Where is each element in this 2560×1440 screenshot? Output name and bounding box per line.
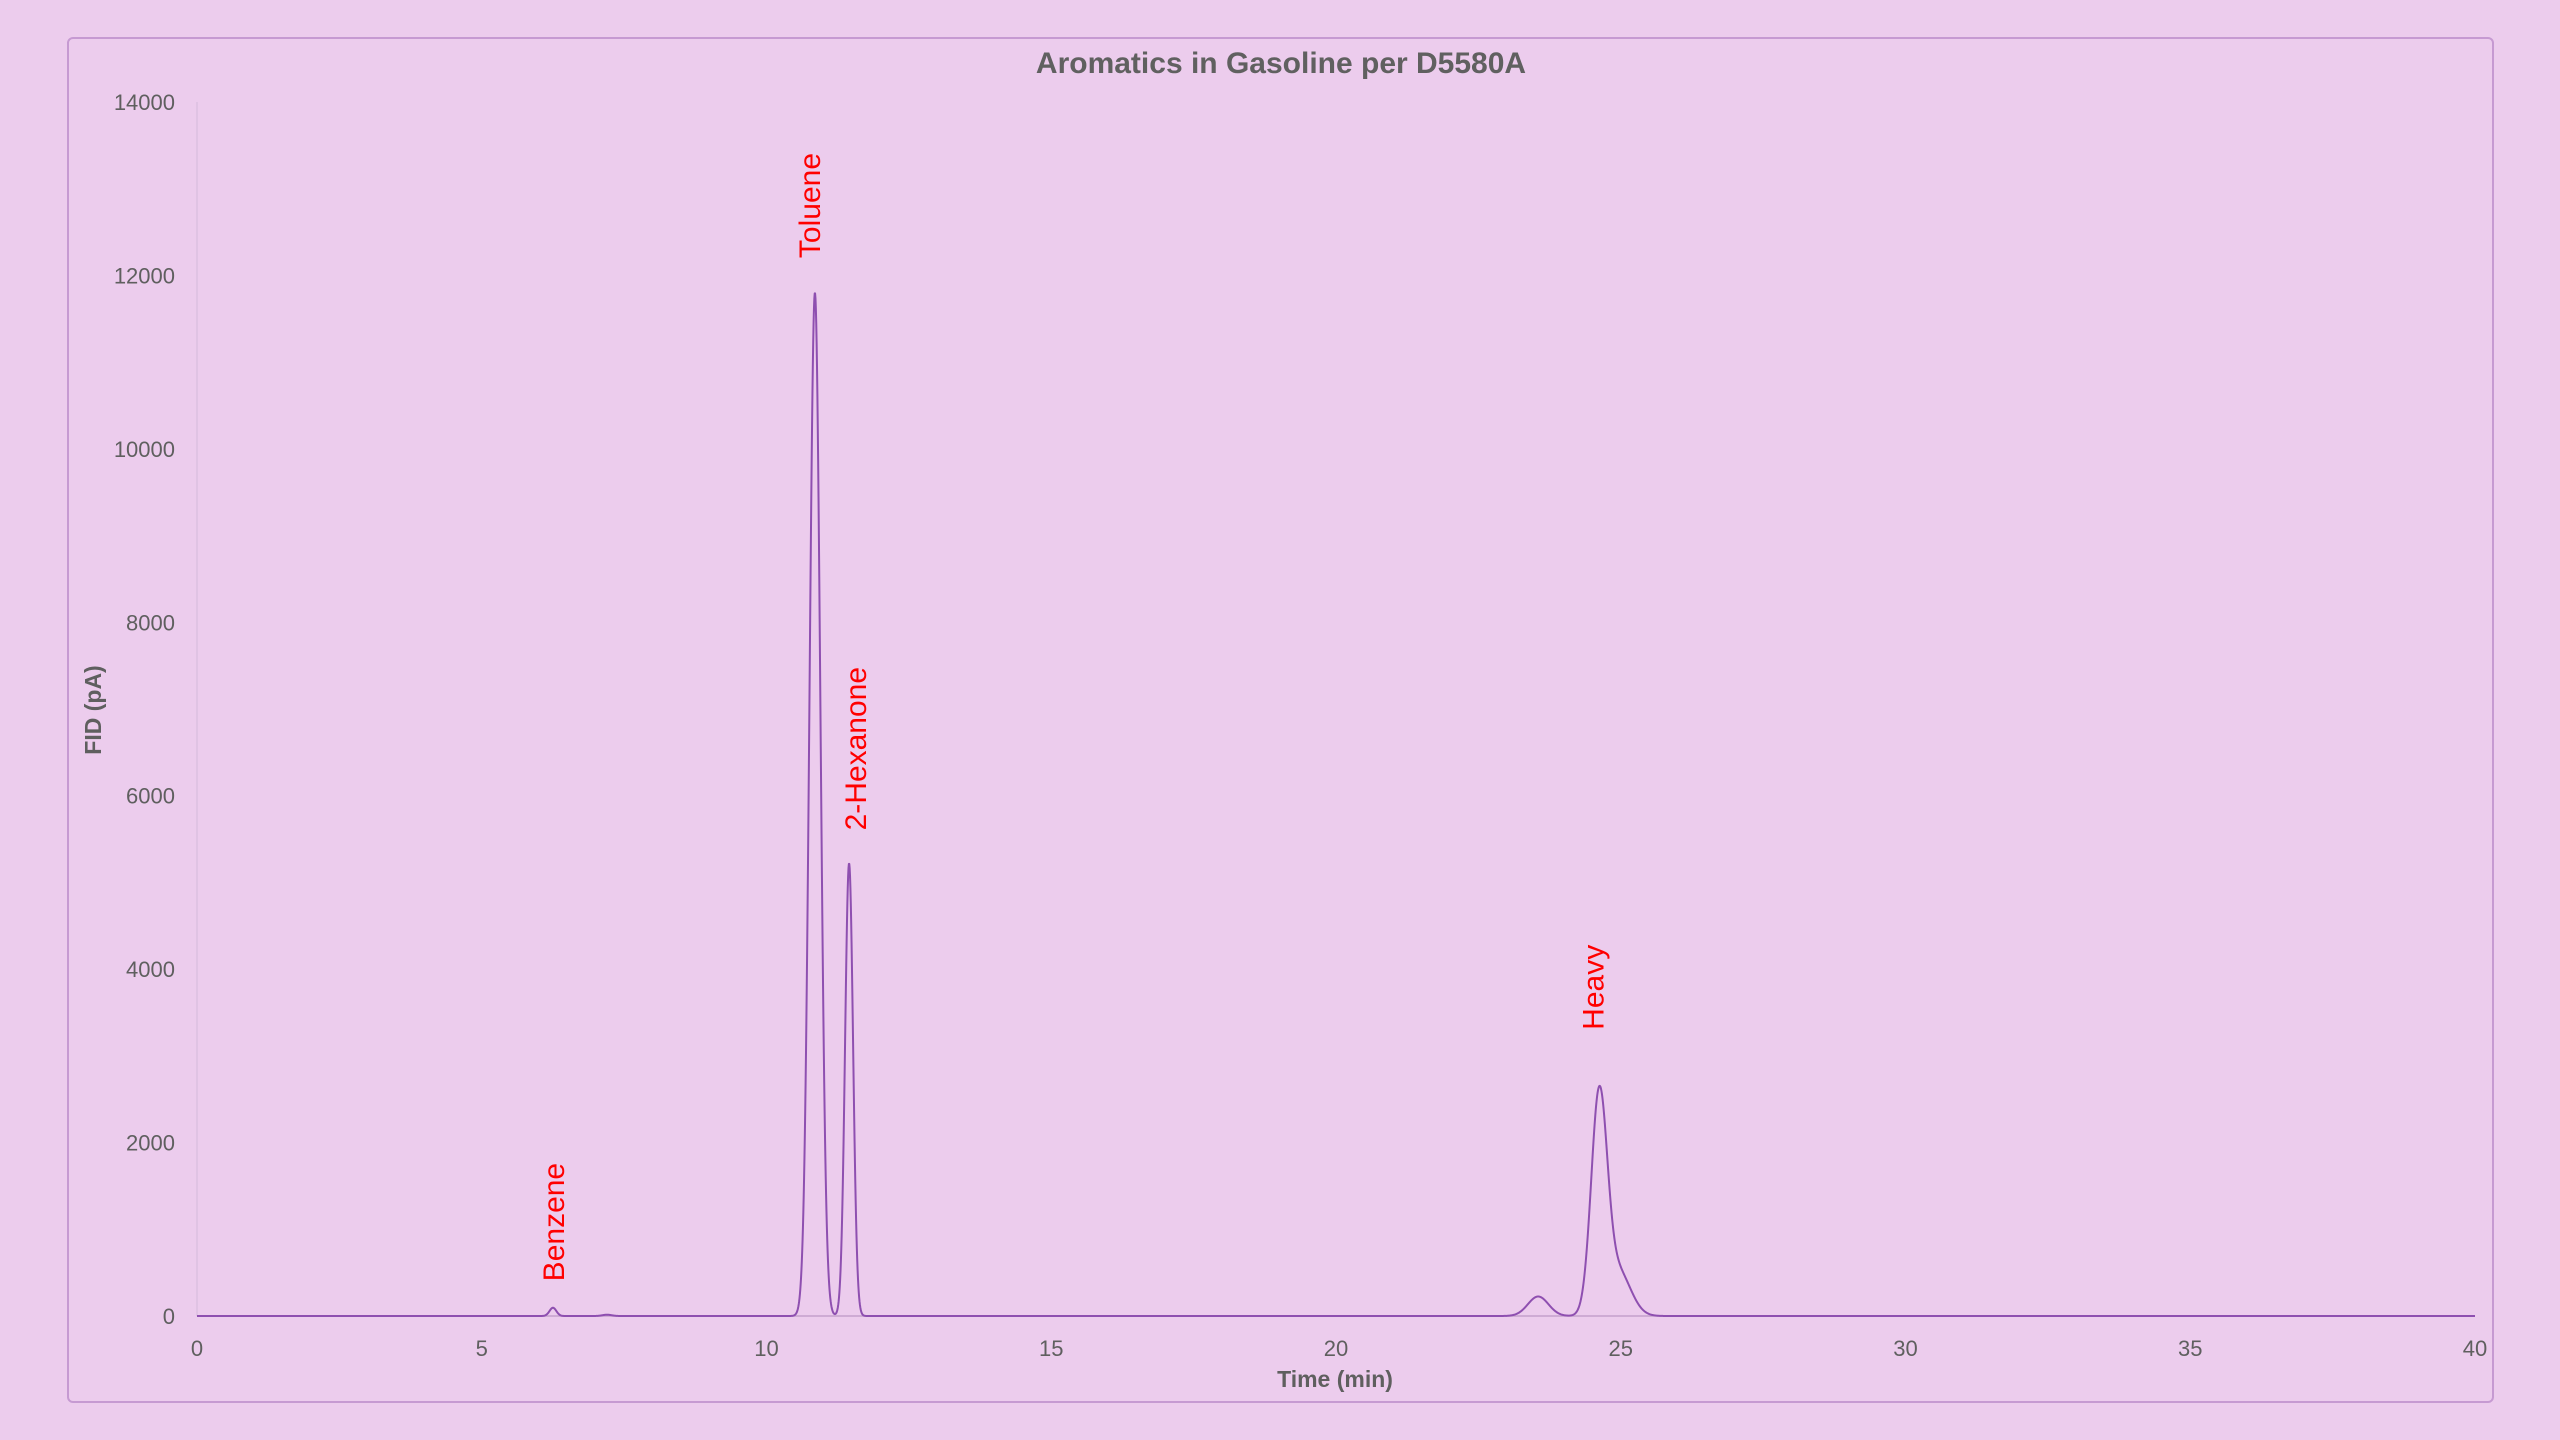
x-tick-label: 25 xyxy=(1609,1336,1633,1361)
x-tick-label: 5 xyxy=(476,1336,488,1361)
y-tick-label: 4000 xyxy=(126,957,175,982)
peak-label: Toluene xyxy=(794,153,827,258)
y-tick-label: 2000 xyxy=(126,1131,175,1156)
plot-series xyxy=(196,292,2476,1317)
x-tick-label: 30 xyxy=(1893,1336,1917,1361)
x-axis-title: Time (min) xyxy=(1277,1366,1393,1392)
x-tick-label: 35 xyxy=(2178,1336,2202,1361)
y-tick-label: 0 xyxy=(163,1304,175,1329)
chart-frame xyxy=(67,37,2494,1403)
peak-annotations: Benzene Toluene 2-Hexanone Heavy xyxy=(538,153,1610,1281)
y-tick-label: 12000 xyxy=(114,263,175,288)
peak-label: Heavy xyxy=(1577,945,1610,1030)
y-tick-labels: 0 2000 4000 6000 8000 10000 12000 14000 xyxy=(114,90,175,1329)
y-tick-label: 14000 xyxy=(114,90,175,115)
y-tick-label: 10000 xyxy=(114,437,175,462)
peak-label: 2-Hexanone xyxy=(840,667,873,830)
y-tick-label: 6000 xyxy=(126,784,175,809)
x-tick-label: 10 xyxy=(754,1336,778,1361)
x-tick-label: 20 xyxy=(1324,1336,1348,1361)
chart-title: Aromatics in Gasoline per D5580A xyxy=(1036,47,1526,80)
x-tick-label: 0 xyxy=(191,1336,203,1361)
x-tick-label: 15 xyxy=(1039,1336,1063,1361)
x-tick-label: 40 xyxy=(2463,1336,2487,1361)
y-axis-title: FID (pA) xyxy=(80,665,106,754)
peak-label: Benzene xyxy=(538,1163,571,1281)
y-tick-label: 8000 xyxy=(126,610,175,635)
chromatogram-trace xyxy=(196,292,2476,1317)
x-tick-labels: 0 5 10 15 20 25 30 35 40 xyxy=(191,1336,2487,1361)
